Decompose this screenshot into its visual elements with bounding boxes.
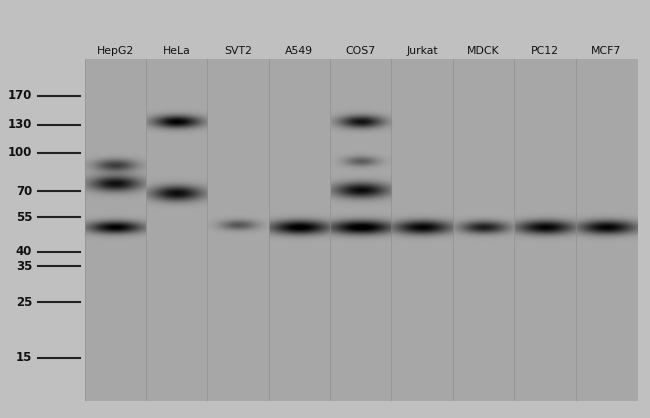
Text: COS7: COS7 [346,46,376,56]
Text: A549: A549 [285,46,313,56]
Text: HepG2: HepG2 [97,46,134,56]
Text: MDCK: MDCK [467,46,500,56]
Text: Jurkat: Jurkat [406,46,438,56]
Text: 130: 130 [8,118,32,131]
Text: PC12: PC12 [531,46,559,56]
Text: 55: 55 [16,211,32,224]
Text: 40: 40 [16,245,32,258]
Text: 35: 35 [16,260,32,273]
Text: 100: 100 [8,146,32,159]
Text: 70: 70 [16,185,32,198]
Text: HeLa: HeLa [162,46,190,56]
Text: 25: 25 [16,296,32,309]
Text: SVT2: SVT2 [224,46,252,56]
Text: 15: 15 [16,351,32,364]
Text: MCF7: MCF7 [592,46,621,56]
Text: 170: 170 [8,89,32,102]
